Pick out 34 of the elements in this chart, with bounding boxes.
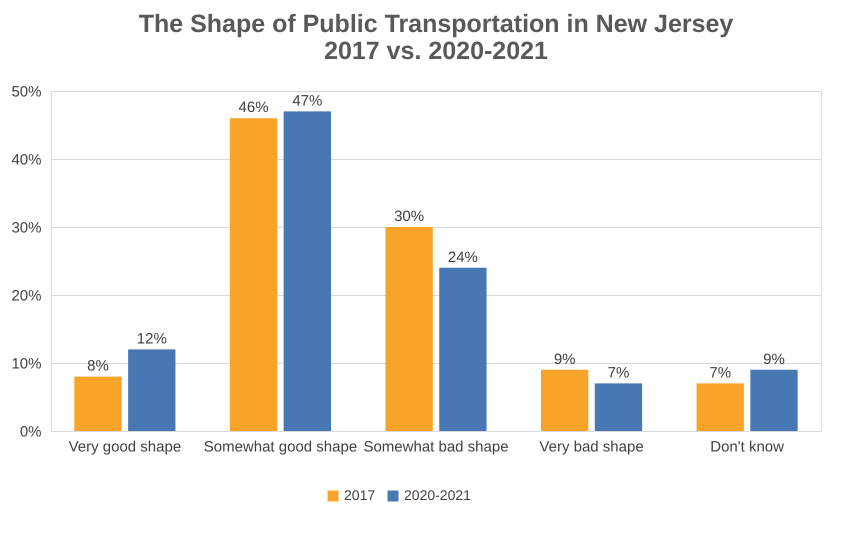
chart-title: The Shape of Public Transportation in New Jersey 2017 vs. 2020-2021 (138, 10, 734, 65)
bar (284, 111, 331, 431)
bar (594, 383, 642, 431)
y-tick-label: 20% (11, 288, 42, 304)
bar (74, 376, 122, 431)
bar (541, 370, 588, 431)
legend-label: 2017 (344, 487, 376, 503)
legend-label: 2020-2021 (404, 487, 472, 503)
x-tick-label: Somewhat bad shape (363, 438, 509, 456)
x-tick-label: Don't know (710, 438, 784, 456)
data-label: 9% (763, 350, 785, 368)
y-tick-label: 30% (11, 220, 42, 236)
y-tick-label: 10% (11, 356, 42, 372)
data-label: 12% (136, 330, 167, 348)
bar (439, 268, 487, 431)
data-label: 9% (554, 350, 576, 368)
x-tick-label: Very good shape (68, 438, 182, 456)
y-tick-label: 0% (20, 424, 42, 440)
y-tick-label: 50% (11, 84, 42, 100)
data-label: 30% (394, 208, 424, 225)
data-label: 7% (709, 364, 732, 382)
y-tick-label: 40% (11, 152, 42, 168)
bar (128, 349, 176, 431)
bar (750, 370, 798, 431)
bar (385, 227, 433, 431)
bar (230, 118, 278, 431)
data-label: 8% (87, 358, 109, 375)
bar (696, 383, 744, 431)
data-label: 47% (292, 92, 322, 110)
data-label: 7% (608, 364, 630, 382)
x-tick-label: Very bad shape (539, 438, 644, 456)
data-label: 46% (238, 99, 269, 116)
data-label: 24% (448, 248, 478, 266)
x-tick-label: Somewhat good shape (204, 438, 358, 456)
